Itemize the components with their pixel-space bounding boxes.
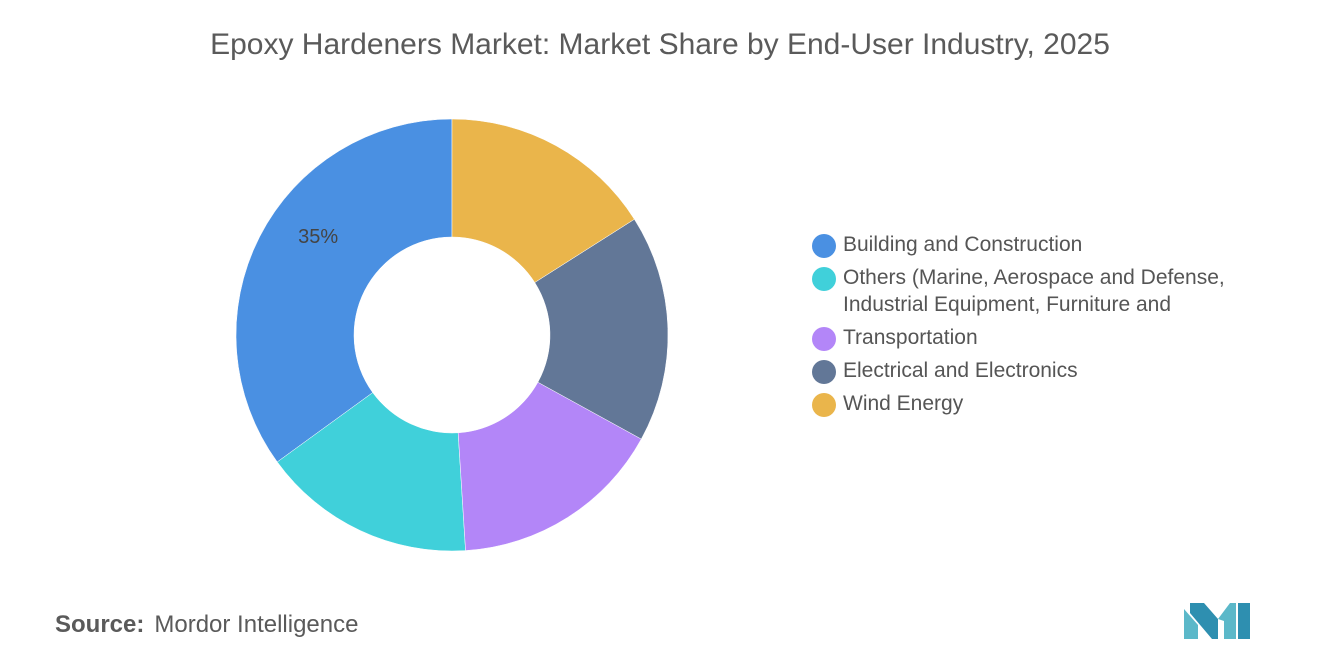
legend-swatch [812,360,836,384]
slice-electrical-and-electronics [534,218,669,440]
slice-building-and-construction [235,118,453,463]
chart-legend: Building and Construction Others (Marine,… [812,231,1302,423]
legend-label: Electrical and Electronics [843,359,1078,382]
legend-item: Wind Energy [812,390,1302,417]
legend-item: Building and Construction [812,231,1302,258]
chart-title: Epoxy Hardeners Market: Market Share by … [210,28,1110,61]
legend-swatch [812,393,836,417]
mordor-intelligence-logo [1184,603,1250,639]
legend-item: Electrical and Electronics [812,357,1302,384]
legend-swatch [812,234,836,258]
source-label: Source: [55,611,145,638]
legend-item: Others (Marine, Aerospace and Defense, I… [812,264,1302,318]
legend-swatch [812,327,836,351]
legend-swatch [812,267,836,291]
slice-wind-energy [451,118,635,283]
data-label-building-and-construction: 35% [298,226,338,248]
slice-others-marine-aerospace-and-defense-indu [276,392,466,552]
source-value: Mordor Intelligence [154,611,359,638]
legend-label: Wind Energy [843,392,964,415]
legend-item: Transportation [812,324,1302,351]
legend-label: Others (Marine, Aerospace and Defense, I… [843,266,1225,316]
source-note: Source: Mordor Intelligence [55,611,358,639]
slice-transportation [457,381,642,551]
legend-label: Transportation [843,326,978,349]
legend-label: Building and Construction [843,233,1083,256]
